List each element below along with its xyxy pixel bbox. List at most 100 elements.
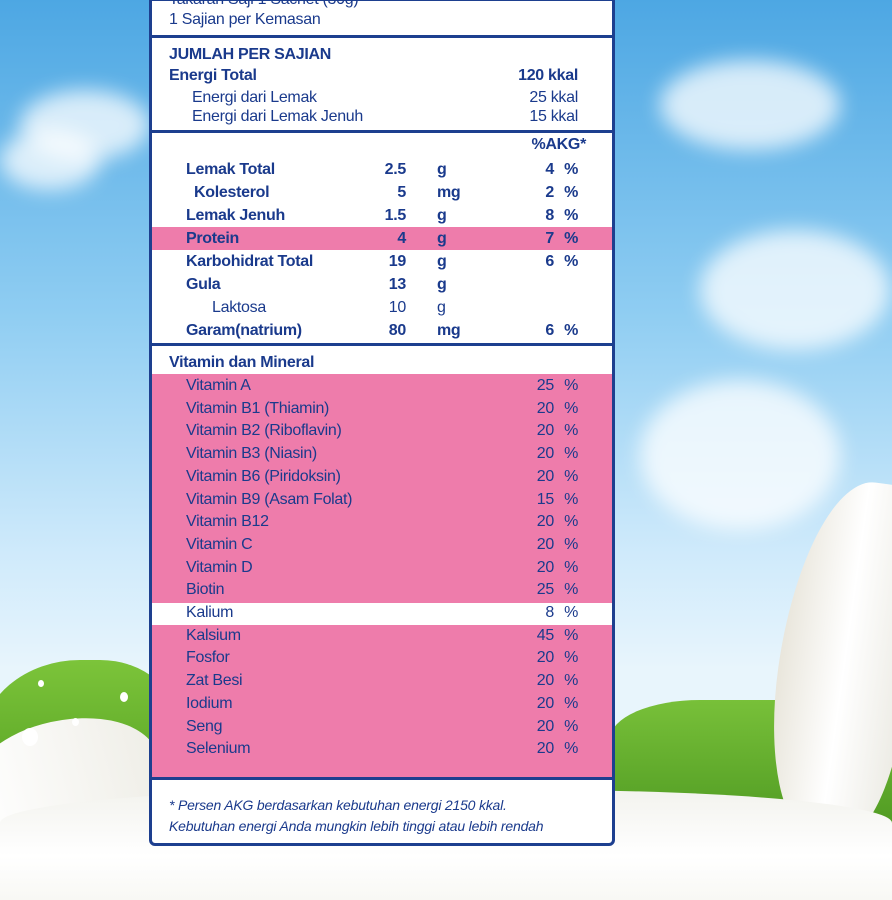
vitamin-label: Zat Besi xyxy=(186,672,243,689)
vitamin-pct: 20 xyxy=(536,513,555,530)
energy-total-label: Energi Total xyxy=(169,67,257,84)
nutrient-pct-sign: % xyxy=(564,230,578,247)
energy-fat-value: 25 kkal xyxy=(529,89,578,106)
vitamin-label: Selenium xyxy=(186,740,251,757)
nutrient-amount: 5 xyxy=(397,184,406,201)
vitamin-pct-sign: % xyxy=(564,468,578,485)
divider xyxy=(152,130,612,133)
per-serving-heading: JUMLAH PER SAJIAN xyxy=(169,46,332,63)
vitamin-pct: 20 xyxy=(536,422,555,439)
cloud xyxy=(640,380,840,530)
cloud xyxy=(0,130,100,190)
vitamins-heading: Vitamin dan Mineral xyxy=(169,354,315,371)
cloud xyxy=(700,230,890,350)
nutrient-pct-sign: % xyxy=(564,322,578,339)
vitamin-pct-sign: % xyxy=(564,649,578,666)
vitamin-pct-sign: % xyxy=(564,536,578,553)
energy-fat-label: Energi dari Lemak xyxy=(192,89,317,106)
nutrient-label: Lemak Jenuh xyxy=(186,207,285,224)
footnote-line-2: Kebutuhan energi Anda mungkin lebih ting… xyxy=(169,818,544,834)
divider xyxy=(152,35,612,38)
vitamin-pct-sign: % xyxy=(564,627,578,644)
vitamin-label: Vitamin A xyxy=(186,377,251,394)
nutrient-pct-sign: % xyxy=(564,161,578,178)
vitamin-pct-sign: % xyxy=(564,559,578,576)
nutrient-label: Protein xyxy=(186,230,240,247)
vitamin-pct-sign: % xyxy=(564,400,578,417)
vitamin-pct-sign: % xyxy=(564,445,578,462)
nutrient-unit: g xyxy=(437,299,446,316)
energy-satfat-label: Energi dari Lemak Jenuh xyxy=(192,108,363,125)
nutrient-pct: 6 xyxy=(545,322,554,339)
vitamin-label: Kalsium xyxy=(186,627,241,644)
nutrient-pct: 4 xyxy=(545,161,554,178)
vitamin-pct: 8 xyxy=(545,604,554,621)
vitamin-pct-sign: % xyxy=(564,672,578,689)
vitamin-pct-sign: % xyxy=(564,718,578,735)
nutrient-label: Gula xyxy=(186,276,221,293)
nutrient-unit: mg xyxy=(437,184,461,201)
vitamin-pct-sign: % xyxy=(564,422,578,439)
vitamin-pct: 25 xyxy=(536,581,555,598)
milk-drop xyxy=(22,728,38,746)
nutrient-pct-sign: % xyxy=(564,253,578,270)
vitamin-pct: 25 xyxy=(536,377,555,394)
vitamin-pct: 20 xyxy=(536,649,555,666)
vitamin-pct: 20 xyxy=(536,468,555,485)
nutrient-label: Kolesterol xyxy=(194,184,270,201)
nutrient-label: Garam(natrium) xyxy=(186,322,302,339)
nutrition-facts-panel: Takaran Saji 1 Sachet (30g) 1 Sajian per… xyxy=(149,0,615,846)
nutrient-amount: 80 xyxy=(388,322,407,339)
milk-drop xyxy=(72,718,79,726)
energy-total-value: 120 kkal xyxy=(518,67,578,84)
nutrient-unit: g xyxy=(437,253,447,270)
vitamin-label: Biotin xyxy=(186,581,225,598)
nutrient-pct-sign: % xyxy=(564,184,578,201)
divider xyxy=(152,343,612,346)
nutrient-unit: g xyxy=(437,276,447,293)
footnote-line-1: * Persen AKG berdasarkan kebutuhan energ… xyxy=(169,797,507,813)
nutrient-amount: 2.5 xyxy=(384,161,407,178)
vitamin-pct: 20 xyxy=(536,536,555,553)
milk-drop xyxy=(120,692,128,702)
vitamin-pct: 20 xyxy=(536,740,555,757)
nutrient-pct-sign: % xyxy=(564,207,578,224)
vitamin-pct: 20 xyxy=(536,718,555,735)
nutrient-pct: 6 xyxy=(545,253,554,270)
vitamin-label: Vitamin C xyxy=(186,536,253,553)
nutrient-amount: 4 xyxy=(397,230,406,247)
vitamin-pct: 20 xyxy=(536,672,555,689)
nutrient-amount: 10 xyxy=(388,299,407,316)
vitamin-label: Iodium xyxy=(186,695,233,712)
akg-header: %AKG* xyxy=(531,136,586,153)
nutrient-amount: 1.5 xyxy=(384,207,407,224)
vitamin-label: Vitamin B6 (Piridoksin) xyxy=(186,468,341,485)
vitamin-label: Kalium xyxy=(186,604,234,621)
nutrient-label: Laktosa xyxy=(212,299,266,316)
vitamin-label: Vitamin B12 xyxy=(186,513,269,530)
vitamin-pct-sign: % xyxy=(564,581,578,598)
vitamin-pct-sign: % xyxy=(564,377,578,394)
nutrient-amount: 19 xyxy=(388,253,407,270)
nutrient-pct: 7 xyxy=(545,230,554,247)
vitamin-pct-sign: % xyxy=(564,604,578,621)
servings-per-pack: 1 Sajian per Kemasan xyxy=(169,11,321,28)
vitamin-label: Vitamin B9 (Asam Folat) xyxy=(186,491,353,508)
vitamin-label: Vitamin B3 (Niasin) xyxy=(186,445,317,462)
divider xyxy=(152,777,612,780)
highlight-band xyxy=(152,227,612,250)
highlight-band xyxy=(152,374,612,603)
nutrient-unit: g xyxy=(437,207,447,224)
nutrient-label: Lemak Total xyxy=(186,161,275,178)
nutrient-label: Karbohidrat Total xyxy=(186,253,314,270)
highlight-band xyxy=(152,625,612,777)
vitamin-label: Vitamin B1 (Thiamin) xyxy=(186,400,330,417)
vitamin-pct-sign: % xyxy=(564,513,578,530)
cloud xyxy=(660,60,840,150)
vitamin-pct-sign: % xyxy=(564,695,578,712)
vitamin-pct: 20 xyxy=(536,400,555,417)
milk-drop xyxy=(38,680,44,687)
vitamin-pct: 15 xyxy=(536,491,555,508)
vitamin-label: Fosfor xyxy=(186,649,230,666)
vitamin-label: Vitamin B2 (Riboflavin) xyxy=(186,422,342,439)
